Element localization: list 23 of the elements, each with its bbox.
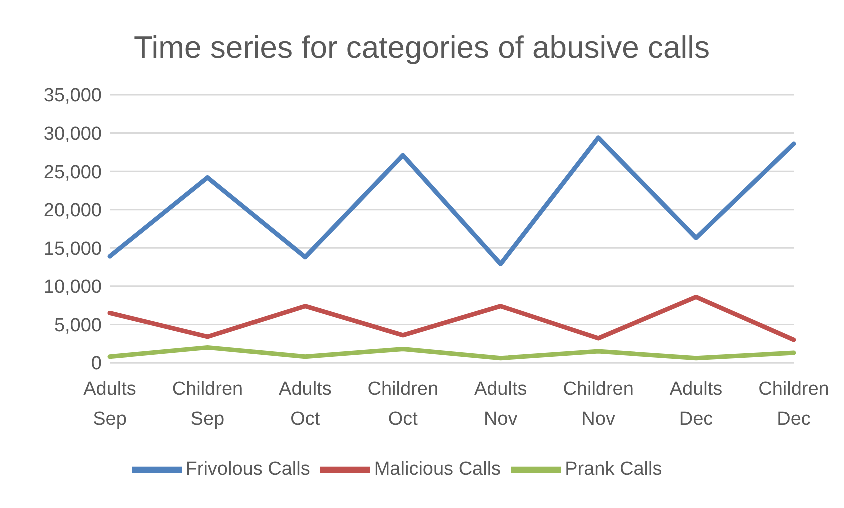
y-tick-label: 35,000	[44, 86, 102, 107]
chart-title: Time series for categories of abusive calls	[132, 30, 712, 66]
y-tick-label: 25,000	[44, 162, 102, 184]
y-tick-label: 30,000	[44, 124, 102, 146]
line-series	[108, 136, 796, 266]
x-tick-label: Children Dec	[758, 379, 830, 430]
x-tick-label: Adults Sep	[84, 379, 136, 430]
y-tick-label: 5,000	[54, 315, 102, 336]
y-tick-label: 15,000	[44, 238, 102, 260]
x-tick-label: Children Sep	[172, 379, 244, 430]
legend-label: Prank Calls	[565, 459, 662, 480]
y-tick-label: 10,000	[44, 277, 102, 298]
line-series	[108, 294, 796, 342]
legend-label: Frivolous Calls	[186, 459, 310, 480]
x-tick-label: Children Nov	[563, 379, 634, 430]
line-series	[108, 345, 796, 361]
x-tick-label: Adults Oct	[279, 379, 332, 430]
y-tick-label: 20,000	[44, 200, 102, 222]
x-tick-label: Adults Dec	[670, 379, 723, 430]
x-tick-label: Adults Nov	[474, 379, 528, 430]
x-tick-label: Children Oct	[368, 379, 439, 430]
legend-label: Malicious Calls	[374, 459, 502, 480]
y-tick-label: 0	[91, 354, 102, 375]
